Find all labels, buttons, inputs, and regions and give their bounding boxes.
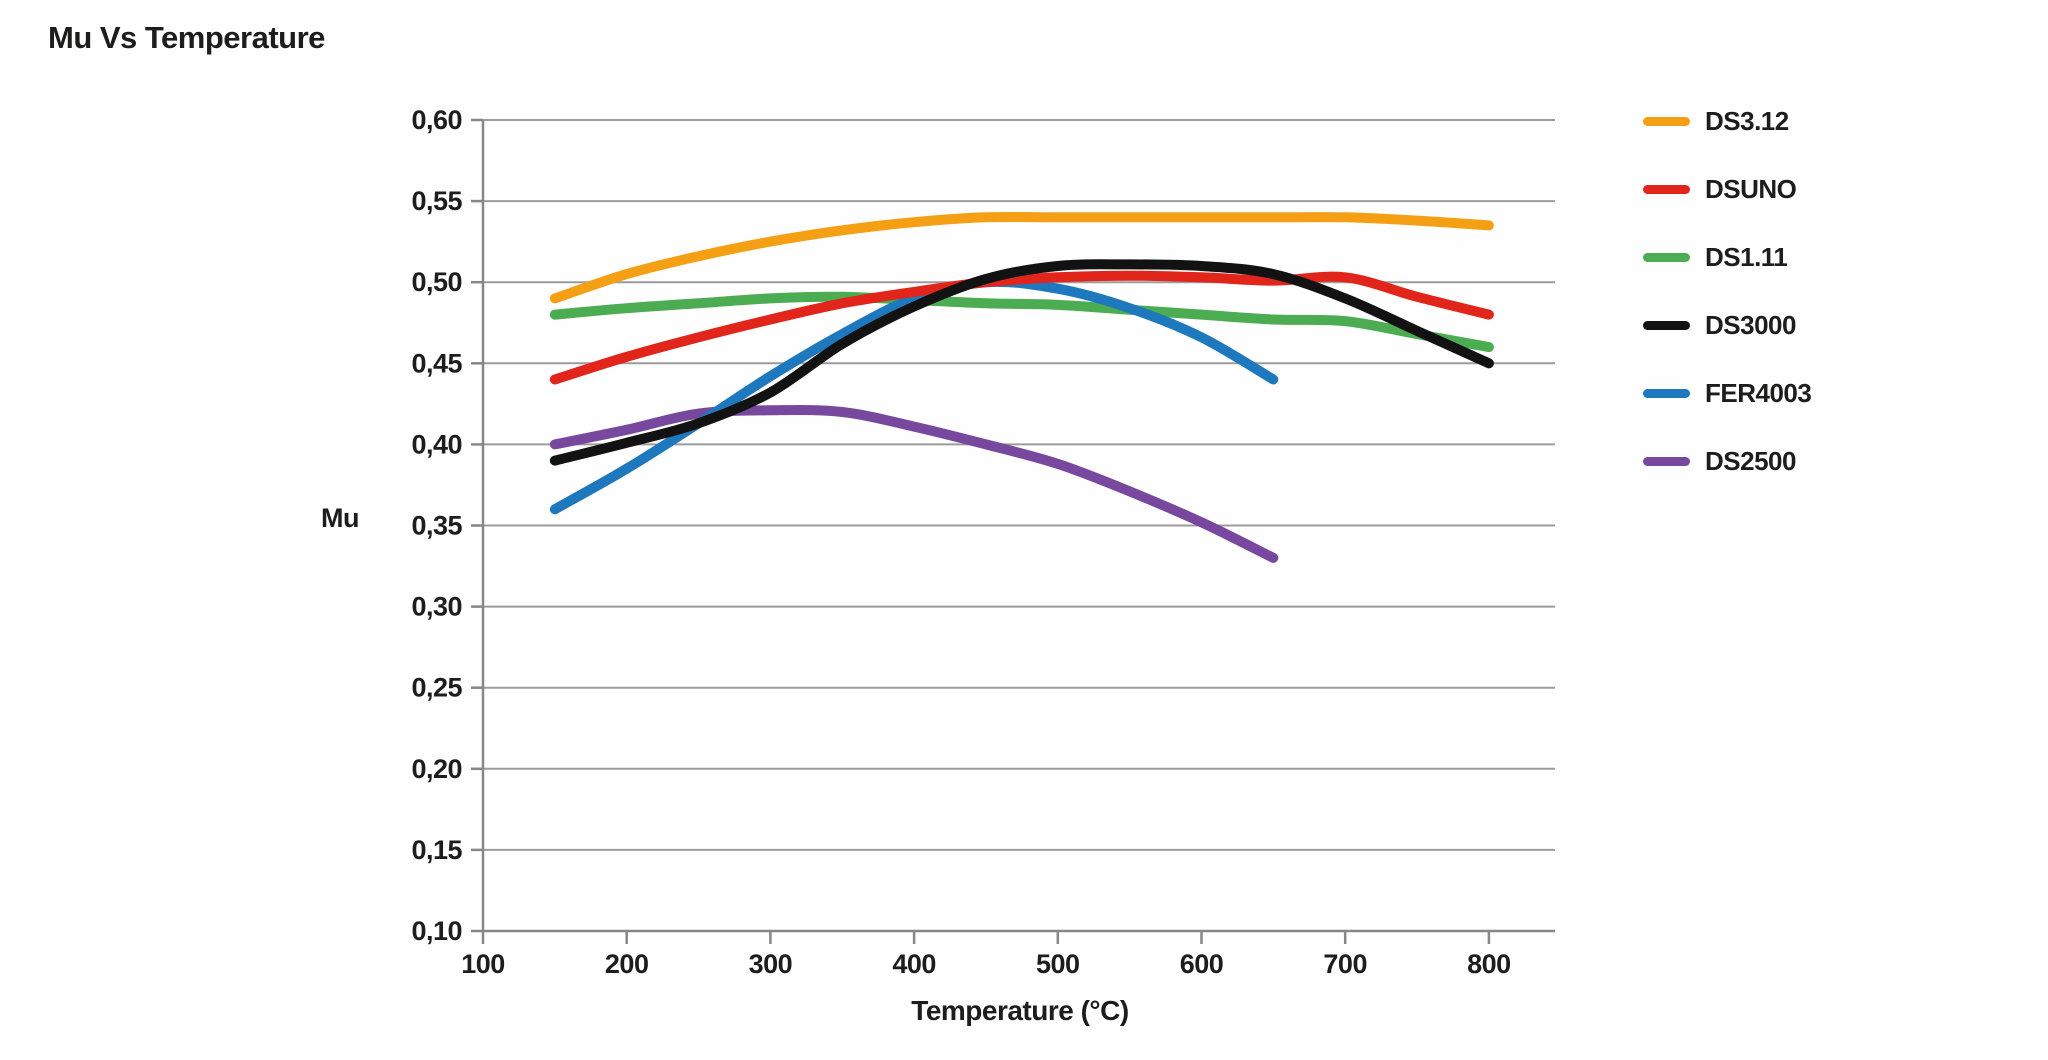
legend-label: DS1.11 [1705, 241, 1788, 272]
legend: DS3.12 DSUNO DS1.11 DS3000 FER4003 DS2500 [1643, 87, 1812, 495]
legend-item-DS3.12: DS3.12 [1643, 87, 1811, 155]
legend-swatch-DS3.12 [1643, 116, 1690, 126]
x-tick-label: 800 [1467, 949, 1511, 979]
legend-swatch-DS3000 [1643, 320, 1690, 330]
legend-label: DS2500 [1705, 445, 1796, 476]
x-tick-label: 700 [1323, 949, 1367, 979]
legend-swatch-DS2500 [1643, 456, 1690, 466]
series-line-DS3000 [549, 259, 1494, 466]
legend-label: DS3000 [1705, 309, 1796, 340]
y-tick-label: 0,35 [411, 511, 462, 541]
x-tick-label: 200 [605, 949, 649, 979]
y-tick-label: 0,55 [411, 186, 462, 216]
legend-item-DS1.11: DS1.11 [1643, 223, 1811, 291]
y-tick-label: 0,50 [411, 267, 462, 297]
series-line-DS1.11 [549, 291, 1494, 353]
legend-swatch-DSUNO [1643, 184, 1690, 194]
x-tick-label: 400 [892, 949, 936, 979]
x-tick-label: 100 [461, 949, 505, 979]
legend-label: DS3.12 [1705, 105, 1789, 136]
chart-title: Mu Vs Temperature [48, 20, 325, 55]
legend-swatch-DS1.11 [1643, 252, 1690, 262]
x-axis-title: Temperature (°C) [911, 995, 1129, 1026]
series-line-DS3.12 [549, 211, 1494, 304]
y-tick-label: 0,10 [411, 916, 462, 946]
x-tick-label: 600 [1180, 949, 1224, 979]
legend-swatch-FER4003 [1643, 388, 1690, 398]
legend-item-DS2500: DS2500 [1643, 427, 1811, 495]
x-tick-label: 300 [749, 949, 793, 979]
series-line-FER4003 [549, 276, 1279, 515]
y-tick-label: 0,45 [411, 348, 462, 378]
y-tick-label: 0,60 [411, 105, 462, 135]
y-axis-title: Mu [321, 503, 359, 533]
legend-item-FER4003: FER4003 [1643, 359, 1812, 427]
series-line-DSUNO [549, 270, 1494, 385]
y-tick-label: 0,25 [411, 673, 462, 703]
legend-item-DS3000: DS3000 [1643, 291, 1811, 359]
y-tick-label: 0,30 [411, 592, 462, 622]
y-tick-label: 0,20 [411, 754, 462, 784]
legend-label: FER4003 [1705, 377, 1812, 408]
legend-item-DSUNO: DSUNO [1643, 155, 1811, 223]
legend-label: DSUNO [1705, 173, 1797, 204]
series-line-DS2500 [549, 405, 1279, 563]
x-tick-label: 500 [1036, 949, 1080, 979]
y-tick-label: 0,15 [411, 835, 462, 865]
y-tick-label: 0,40 [411, 429, 462, 459]
